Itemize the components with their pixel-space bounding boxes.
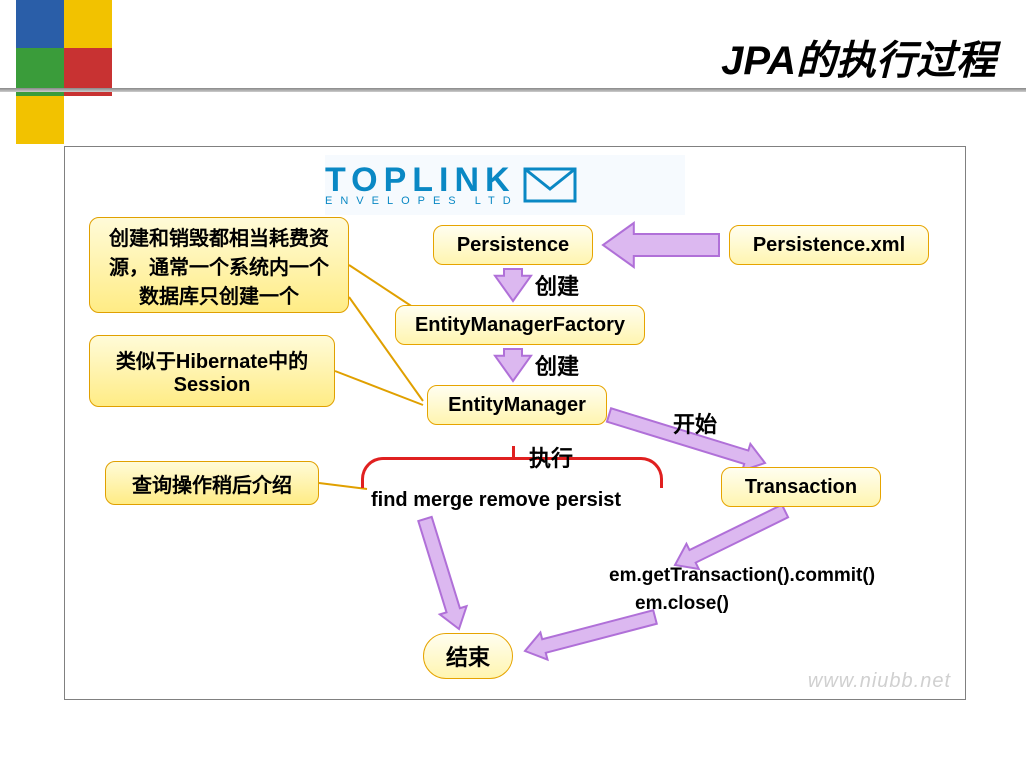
node-entity-manager: EntityManager — [427, 385, 607, 425]
title-divider — [0, 88, 1026, 92]
node-persistence: Persistence — [433, 225, 593, 265]
toplink-name: TOPLINK — [325, 163, 519, 197]
toplink-logo: TOPLINK ENVELOPES LTD — [325, 155, 685, 215]
diagram-frame: TOPLINK ENVELOPES LTD 创建和销毁都相当耗费资 — [64, 146, 966, 700]
node-persistence-xml: Persistence.xml — [729, 225, 929, 265]
label-commit: em.getTransaction().commit() — [609, 565, 875, 587]
label-begin: 开始 — [673, 407, 717, 439]
toplink-text: TOPLINK ENVELOPES LTD — [325, 163, 519, 207]
toplink-sub: ENVELOPES LTD — [325, 195, 519, 207]
logo-sq-yellow — [64, 0, 112, 48]
slide-title: JPA的执行过程 — [721, 28, 996, 86]
callout-em-note: 类似于Hibernate中的 Session — [89, 335, 335, 407]
label-ops: find merge remove persist — [371, 489, 621, 512]
label-exec: 执行 — [529, 441, 573, 473]
logo-sq-blue — [16, 0, 64, 48]
callout-emf-note: 创建和销毁都相当耗费资源，通常一个系统内一个数据库只创建一个 — [89, 217, 349, 313]
slide-logo — [0, 0, 160, 160]
label-create-1: 创建 — [535, 269, 579, 301]
node-end: 结束 — [423, 633, 513, 679]
node-transaction: Transaction — [721, 467, 881, 507]
slide: JPA的执行过程 TOPLINK ENVELOPES LTD — [0, 0, 1026, 770]
callout-query-note: 查询操作稍后介绍 — [105, 461, 319, 505]
node-entity-manager-factory: EntityManagerFactory — [395, 305, 645, 345]
label-create-2: 创建 — [535, 349, 579, 381]
envelope-icon — [523, 165, 577, 205]
diagram-canvas: TOPLINK ENVELOPES LTD 创建和销毁都相当耗费资 — [65, 147, 965, 699]
logo-sq-yellow2 — [16, 96, 64, 144]
ops-bracket — [361, 457, 663, 488]
label-close: em.close() — [635, 593, 729, 615]
watermark: www.niubb.net — [808, 670, 951, 693]
